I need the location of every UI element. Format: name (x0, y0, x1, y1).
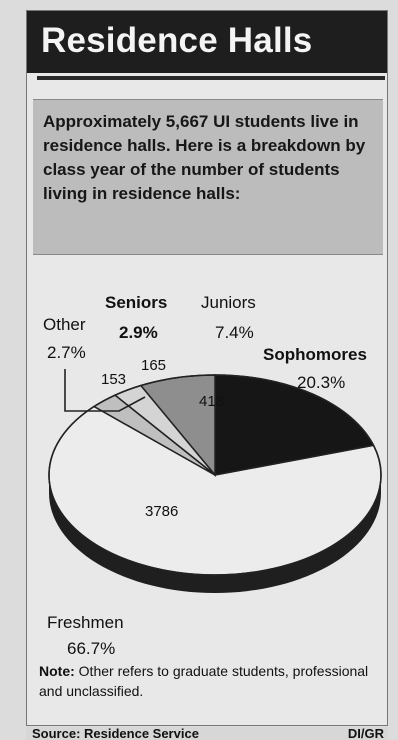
pie-chart-area: Seniors Juniors Other 2.9% 7.4% 2.7% Sop… (27, 259, 387, 661)
seniors-value-label: 165 (141, 357, 167, 374)
other-percent: 2.7% (47, 343, 86, 362)
juniors-value-label: 418 (199, 393, 225, 410)
source-bar: Source: Residence Service DI/GR (26, 727, 388, 740)
credit-text: DI/GR (347, 727, 384, 740)
freshmen-value-label: 3786 (145, 503, 179, 520)
juniors-percent: 7.4% (215, 323, 254, 342)
intro-box: Approximately 5,667 UI students live in … (33, 99, 383, 255)
note-body: Other refers to graduate students, profe… (39, 663, 369, 699)
juniors-label: Juniors (201, 293, 256, 312)
other-leader-line (64, 369, 146, 412)
sophomores-percent: 20.3% (297, 373, 346, 392)
pie-chart (48, 369, 382, 593)
sophomores-label: Sophomores (263, 345, 367, 364)
seniors-percent: 2.9% (119, 323, 158, 342)
intro-text: Approximately 5,667 UI students live in … (43, 112, 366, 203)
source-text: Source: Residence Service (32, 727, 199, 740)
other-value-label: 153 (101, 371, 127, 388)
freshmen-label: Freshmen (47, 613, 124, 632)
note-label: Note: (39, 663, 75, 679)
header-bar: Residence Halls (27, 11, 387, 73)
seniors-label: Seniors (105, 293, 168, 312)
other-label: Other (43, 315, 86, 334)
pie-rim (48, 374, 382, 576)
infographic-frame: Residence Halls Approximately 5,667 UI s… (26, 10, 388, 726)
note-text: Note: Other refers to graduate students,… (39, 661, 379, 701)
freshmen-percent: 66.7% (67, 639, 116, 658)
page-title: Residence Halls (41, 21, 313, 60)
header-rule (37, 76, 385, 80)
